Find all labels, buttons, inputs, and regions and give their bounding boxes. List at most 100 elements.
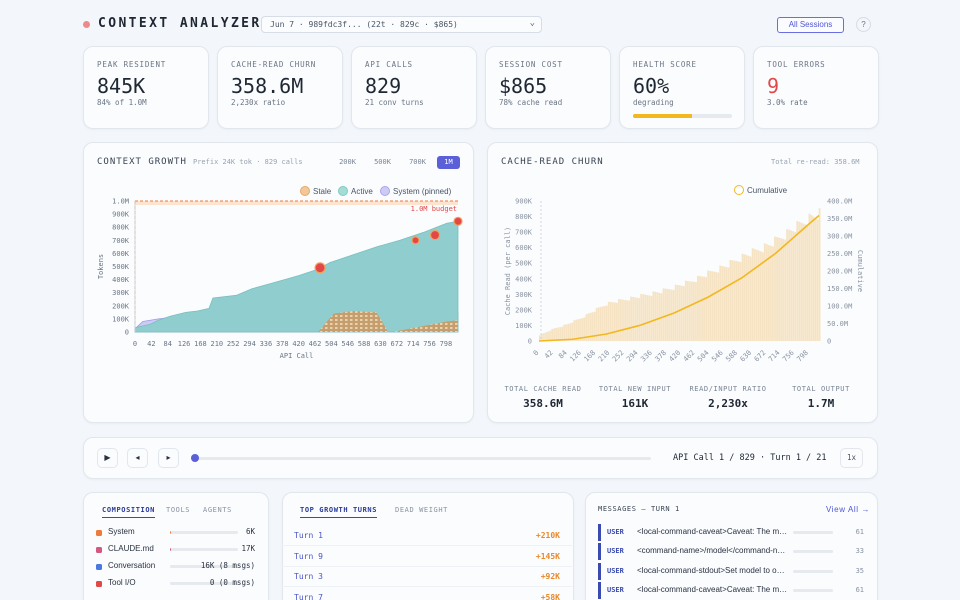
x-tick-label: 84 [557, 349, 569, 361]
x-tick-label: 504 [325, 340, 338, 348]
stat-sub: degrading [633, 98, 674, 107]
tab-tools[interactable]: TOOLS [166, 506, 191, 514]
legend-swatch [734, 185, 744, 195]
total-label: TOTAL CACHE READ [504, 385, 582, 393]
error-point[interactable] [429, 229, 441, 241]
x-axis-label: API Call [280, 352, 314, 360]
x-tick-label: 294 [243, 340, 256, 348]
churn-bar [549, 330, 551, 341]
message-row[interactable]: USER <local-command-caveat>Caveat: The me… [598, 524, 866, 541]
churn-bar [684, 280, 687, 341]
zoom-200k-button[interactable]: 200K [339, 158, 356, 166]
churn-bar [650, 295, 653, 341]
churn-bar [688, 281, 691, 341]
churn-bar [654, 291, 657, 341]
error-point[interactable] [411, 236, 420, 245]
composition-bar [170, 548, 238, 551]
composition-color-dot [96, 530, 102, 536]
churn-bar [581, 318, 584, 341]
tab-agents[interactable]: AGENTS [203, 506, 232, 514]
composition-name: CLAUDE.md [108, 544, 154, 553]
playback-scrubber[interactable] [191, 457, 651, 460]
chevron-down-icon: ⌄ [529, 18, 535, 28]
churn-bar [662, 288, 665, 341]
play-button[interactable]: ▶ [97, 448, 118, 468]
tab-top-growth-turns[interactable]: TOP GROWTH TURNS [300, 506, 378, 518]
growth-turn-row[interactable]: Turn 9 +145K [282, 547, 572, 567]
churn-bar [630, 296, 633, 341]
churn-bar [780, 238, 782, 341]
session-select[interactable]: Jun 7 · 989fdc3f... (22t · 829c · $865) … [261, 16, 542, 33]
zoom-1m-button[interactable]: 1M [437, 156, 460, 169]
churn-bar [664, 288, 667, 341]
step-forward-button[interactable]: ▸ [158, 448, 179, 468]
step-back-button[interactable]: ◂ [127, 448, 148, 468]
churn-bar [646, 295, 649, 341]
x-tick-label: 0 [532, 349, 541, 358]
y-tick-label: 200K [515, 306, 533, 314]
tab-dead-weight[interactable]: DEAD WEIGHT [395, 506, 448, 514]
message-text: <local-command-caveat>Caveat: The messag… [637, 584, 789, 594]
composition-row: Conversation 16K (8 msgs) [96, 561, 261, 573]
growth-turn-row[interactable]: Turn 1 +210K [282, 526, 572, 546]
all-sessions-button[interactable]: All Sessions [777, 17, 844, 33]
playback-speed-button[interactable]: 1x [840, 448, 863, 468]
churn-bar [579, 318, 582, 341]
churn-bar [812, 216, 815, 341]
tab-composition[interactable]: COMPOSITION [102, 506, 155, 518]
churn-bar [551, 329, 553, 341]
error-point[interactable] [314, 262, 326, 274]
y-tick-label: 100K [515, 322, 533, 330]
churn-bar [723, 266, 726, 341]
message-row[interactable]: USER <local-command-caveat>Caveat: The me… [598, 581, 866, 599]
y-tick-label: 800K [112, 224, 130, 232]
churn-bar [717, 272, 720, 341]
churn-bar [636, 297, 639, 341]
help-button[interactable]: ? [856, 17, 871, 32]
churn-bar [725, 267, 728, 341]
stat-card-health-score: HEALTH SCORE 60% degrading [619, 46, 745, 129]
churn-bar [755, 249, 758, 341]
growth-turn-name: Turn 7 [294, 592, 323, 600]
churn-bar [810, 215, 813, 341]
playback-scrubber-handle[interactable] [190, 454, 199, 462]
error-point[interactable] [453, 216, 463, 226]
churn-bar [778, 237, 780, 341]
y-tick-label: 300K [515, 291, 533, 299]
churn-bar [622, 299, 624, 341]
growth-turn-row[interactable]: Turn 3 +92K [282, 567, 572, 587]
x-tick-label: 798 [440, 340, 453, 348]
play-icon: ▶ [104, 453, 111, 462]
churn-bar [563, 324, 566, 341]
x-tick-label: 252 [227, 340, 240, 348]
x-tick-label: 210 [597, 349, 612, 364]
message-row[interactable]: USER <command-name>/model</command-name> 3… [598, 543, 866, 561]
total-value: 2,230x [708, 397, 748, 410]
view-all-link[interactable]: View All → [826, 505, 871, 514]
churn-bar [806, 225, 809, 341]
composition-row: CLAUDE.md 17K [96, 544, 261, 556]
y-tick-label: 1.0M [112, 198, 129, 206]
message-token-bar [793, 531, 833, 534]
message-role: USER [607, 547, 624, 556]
y-tick-label: 700K [515, 229, 533, 237]
message-row[interactable]: USER <local-command-stdout>Set model to o… [598, 562, 866, 580]
churn-bar [567, 323, 570, 341]
churn-bar [761, 252, 764, 341]
churn-bar [737, 261, 740, 341]
y-tick-label: 900K [515, 198, 533, 206]
zoom-500k-button[interactable]: 500K [374, 158, 391, 166]
composition-color-dot [96, 547, 102, 553]
playback-status: API Call 1 / 829 · Turn 1 / 21 [673, 453, 827, 463]
churn-bar [571, 322, 574, 341]
stat-value: $865 [499, 74, 548, 98]
legend-system: System (pinned) [380, 186, 451, 196]
zoom-700k-button[interactable]: 700K [409, 158, 426, 166]
growth-turn-row[interactable]: Turn 7 +58K [282, 588, 572, 600]
y-tick-label: 600K [515, 244, 533, 252]
x-tick-label: 798 [795, 349, 810, 364]
message-token-bar [793, 569, 833, 573]
churn-bar [569, 323, 572, 341]
churn-bar [814, 218, 817, 341]
churn-bar [767, 245, 770, 341]
